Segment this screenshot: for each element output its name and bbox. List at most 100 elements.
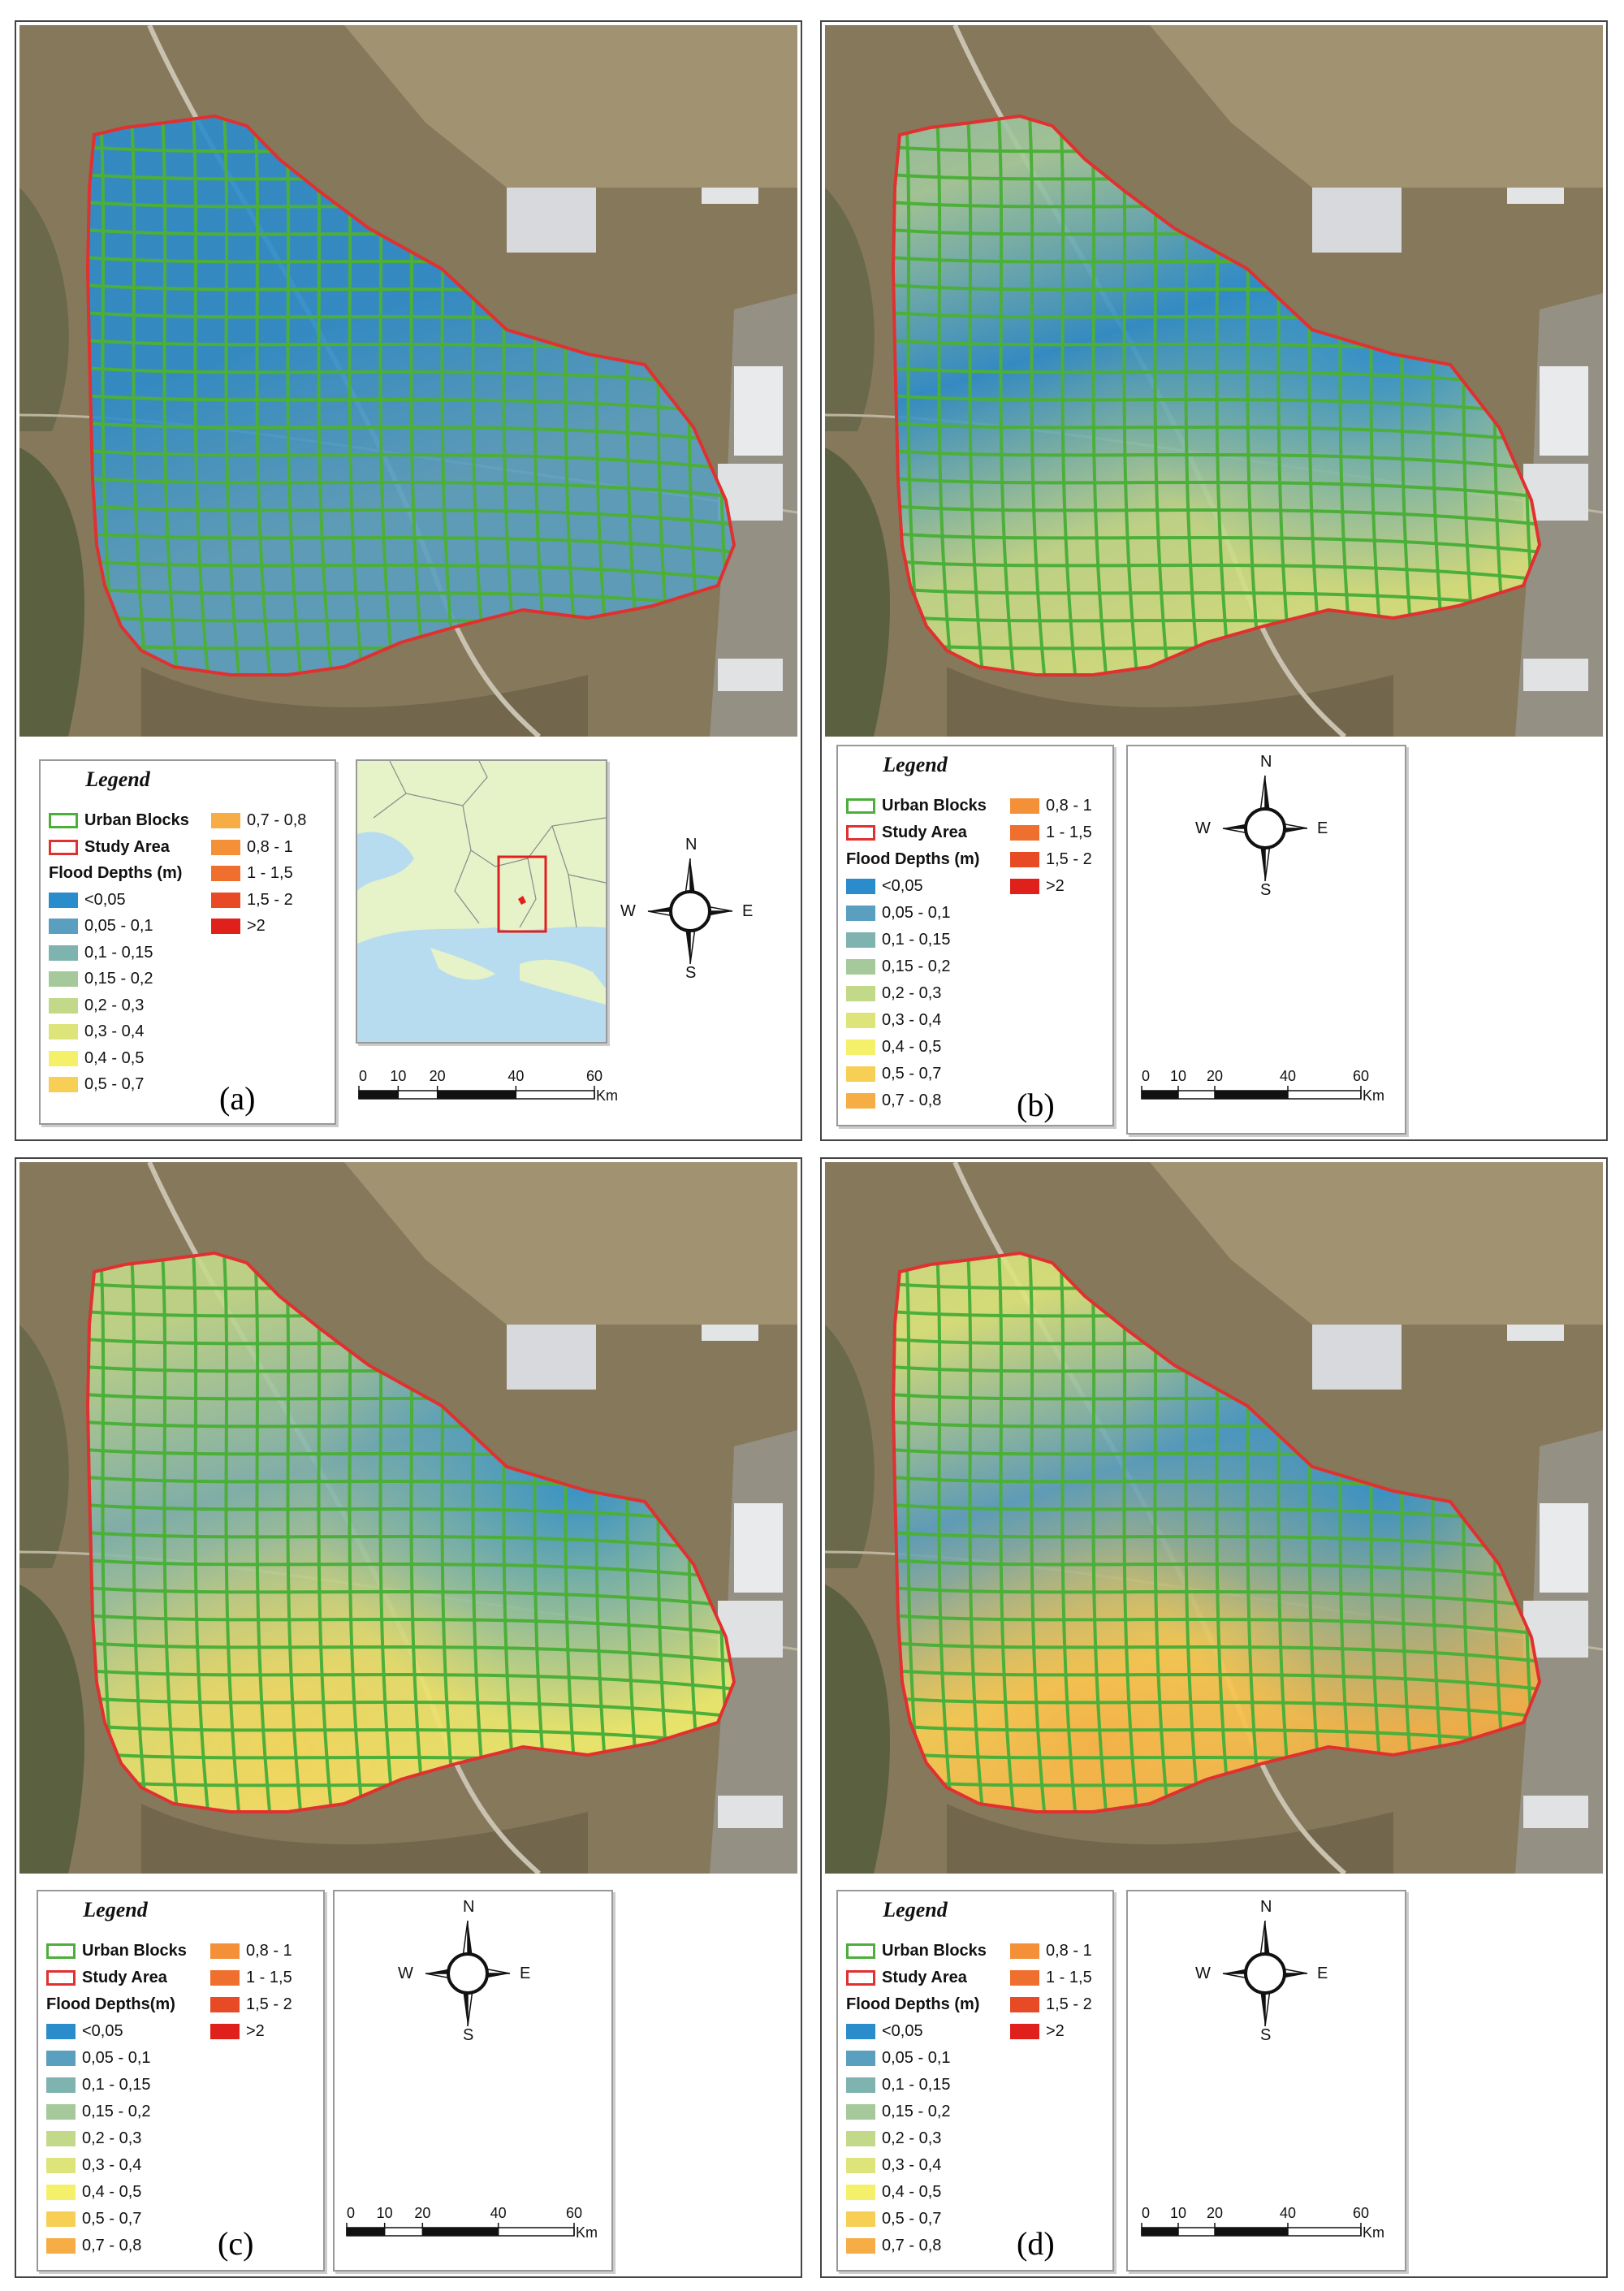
compass-n-label: N	[1260, 1898, 1272, 1916]
depth-label: 0,15 - 0,2	[882, 2103, 951, 2120]
scale-tick-label: 60	[566, 2205, 583, 2221]
depth-label: >2	[247, 917, 266, 935]
depth-swatch	[49, 997, 78, 1014]
scale-tick-label: 40	[508, 1068, 525, 1084]
depth-swatch	[210, 1943, 240, 1959]
panel-d: Legend Urban Blocks Study Area Flood Depths…	[820, 1157, 1608, 2278]
depth-swatch	[210, 1970, 240, 1986]
compass-n-label: N	[685, 836, 698, 854]
depth-swatch	[846, 1093, 875, 1109]
scale-tick-label: 10	[1170, 1068, 1187, 1084]
depth-label: 0,5 - 0,7	[82, 2210, 142, 2228]
legend-item-depth: 0,8 - 1	[1010, 1942, 1092, 1960]
compass-rose-d: N S W E	[1195, 1898, 1328, 2044]
depth-swatch	[46, 2158, 76, 2173]
compass-e-label: E	[520, 1965, 531, 1982]
compass-s-label: S	[463, 2026, 474, 2044]
scale-tick-label: 0	[347, 2205, 356, 2221]
depth-swatch	[1010, 825, 1039, 841]
legend-item-depth: 0,3 - 0,4	[846, 1011, 941, 1030]
depth-label: 0,1 - 0,15	[882, 931, 951, 949]
depth-label: >2	[246, 2022, 265, 2040]
depth-label: 0,3 - 0,4	[882, 1011, 942, 1029]
inset-sea-gulf	[357, 832, 414, 891]
legend-item-depth: 1 - 1,5	[211, 864, 293, 883]
depth-label: 1 - 1,5	[247, 864, 293, 882]
compass-rose-b: N S W E	[1195, 753, 1328, 899]
depth-swatch	[846, 1013, 875, 1028]
scale-tick-label: 10	[376, 2205, 393, 2221]
depth-swatch	[846, 2024, 875, 2039]
legend-item-urban-blocks: Urban Blocks	[49, 811, 189, 830]
legend-item-depth: 0,05 - 0,1	[46, 2049, 151, 2068]
compass-w-label: W	[620, 902, 636, 920]
flood-depths-heading: Flood Depths(m)	[46, 1995, 175, 2013]
inset-locator-map	[356, 759, 607, 1044]
compass-w-label: W	[1195, 819, 1211, 837]
legend-item-urban-blocks: Urban Blocks	[46, 1942, 187, 1960]
study-area-swatch	[846, 1970, 875, 1986]
legend-item-depth: 0,8 - 1	[210, 1942, 292, 1960]
depth-label: 0,4 - 0,5	[882, 1038, 942, 1056]
scale-tick-label: 20	[414, 2205, 431, 2221]
legend-item-depth: 0,5 - 0,7	[49, 1075, 144, 1094]
compass-svg	[425, 1920, 511, 2027]
legend-item-depth: >2	[1010, 877, 1065, 896]
legend-item-depth: 0,15 - 0,2	[49, 970, 153, 988]
depth-swatch	[846, 986, 875, 1001]
legend-item-depth: 0,8 - 1	[1010, 797, 1092, 815]
inset-sea-south	[357, 926, 606, 1042]
panel-a: Legend Urban Blocks Study Area Flood Depths…	[15, 20, 802, 1141]
urban-blocks-label: Urban Blocks	[84, 811, 189, 829]
depth-swatch	[46, 2131, 76, 2146]
depth-label: <0,05	[882, 2022, 923, 2040]
scale-bar-d: 0 10 20 40 60 Km	[1140, 2205, 1392, 2247]
depth-swatch	[846, 2051, 875, 2066]
map-svg	[825, 1162, 1603, 1874]
depth-swatch	[1010, 798, 1039, 814]
legend-a: Legend Urban Blocks Study Area Flood Depths…	[39, 759, 336, 1125]
scale-svg	[1141, 2223, 1362, 2237]
depth-swatch	[49, 971, 78, 987]
map-svg	[825, 25, 1603, 737]
depth-swatch	[846, 959, 875, 975]
depth-swatch	[846, 1066, 875, 1082]
depth-swatch	[1010, 879, 1039, 894]
depth-swatch	[846, 879, 875, 894]
legend-item-depth: 0,1 - 0,15	[846, 2076, 951, 2094]
scale-tick-label: 60	[586, 1068, 603, 1084]
depth-label: 1,5 - 2	[247, 890, 293, 909]
flood-map-d	[825, 1162, 1603, 1874]
depth-label: 0,4 - 0,5	[82, 2183, 142, 2201]
compass-e-label: E	[1317, 1965, 1328, 1982]
scale-tick-label: 0	[359, 1068, 368, 1084]
legend-item-depth: 1,5 - 2	[211, 891, 293, 910]
legend-item-depth: 0,7 - 0,8	[846, 2237, 941, 2255]
legend-item-depth: <0,05	[846, 2022, 923, 2041]
depth-swatch	[846, 906, 875, 921]
depth-label: 0,05 - 0,1	[82, 2049, 151, 2067]
depth-swatch	[46, 2024, 76, 2039]
compass-s-label: S	[1260, 881, 1272, 899]
depth-label: 0,4 - 0,5	[882, 2183, 942, 2201]
depth-swatch	[49, 892, 78, 908]
legend-item-depth: >2	[210, 2022, 265, 2041]
depth-label: 0,1 - 0,15	[82, 2076, 151, 2094]
depth-swatch	[49, 1050, 78, 1066]
urban-blocks-swatch	[846, 1943, 875, 1959]
urban-blocks-swatch	[846, 798, 875, 814]
depth-swatch	[210, 2024, 240, 2039]
scale-tick-label: 10	[390, 1068, 407, 1084]
study-area-label: Study Area	[82, 1969, 167, 1986]
depth-label: >2	[1046, 2022, 1065, 2040]
panel-label-c: (c)	[218, 2225, 254, 2262]
depth-label: 0,2 - 0,3	[84, 996, 145, 1014]
flood-depths-heading: Flood Depths (m)	[846, 1995, 980, 2013]
legend-c: Legend Urban Blocks Study Area Flood Depths…	[37, 1890, 325, 2272]
depth-label: 0,3 - 0,4	[82, 2156, 142, 2174]
legend-item-depth: 0,8 - 1	[211, 838, 293, 857]
depth-label: 0,3 - 0,4	[84, 1022, 145, 1040]
depth-swatch	[846, 2077, 875, 2093]
depth-label: 0,3 - 0,4	[882, 2156, 942, 2174]
depth-swatch	[46, 2051, 76, 2066]
